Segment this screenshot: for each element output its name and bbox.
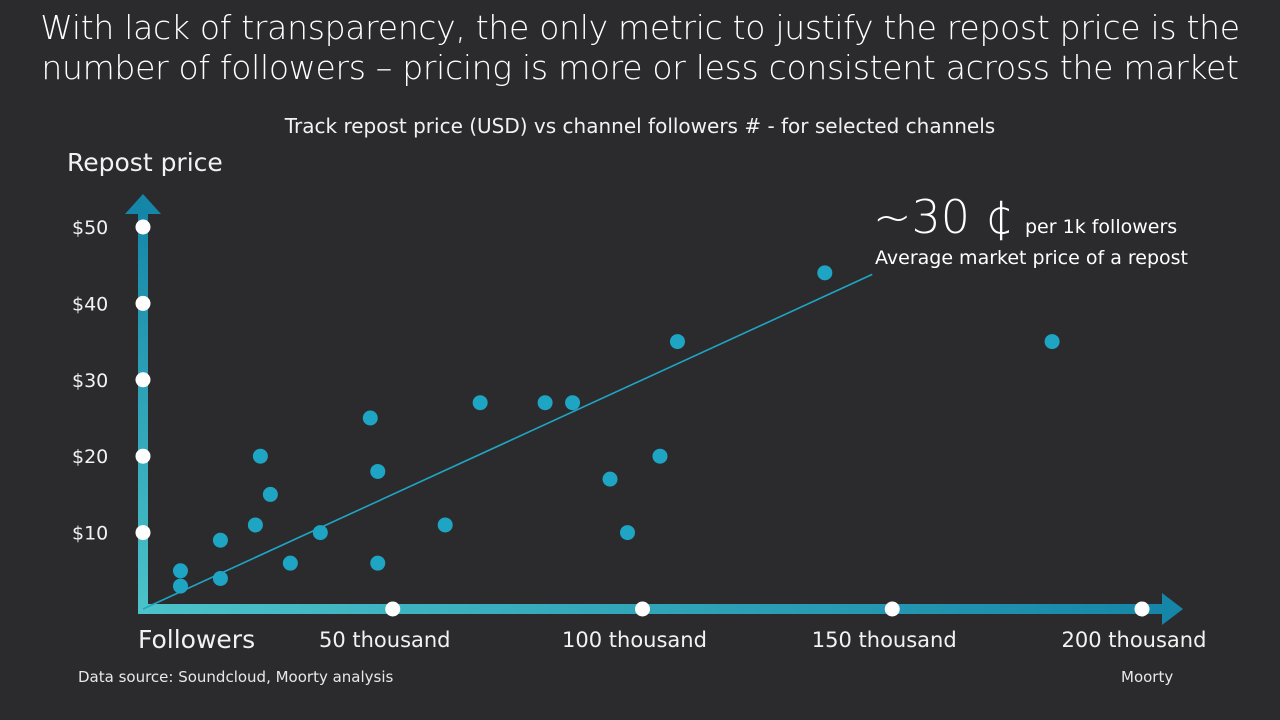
- y-tick-label: $30: [72, 370, 108, 392]
- y-axis: [138, 213, 148, 614]
- brand-name: Moorty: [1121, 668, 1174, 686]
- data-point: [172, 563, 188, 579]
- data-point: [252, 448, 268, 464]
- y-tick-marker: [135, 372, 151, 388]
- y-axis-arrowhead: [125, 194, 161, 214]
- x-tick-marker: [1134, 601, 1150, 617]
- headline-line-2: number of followers – pricing is more or…: [41, 48, 1239, 87]
- x-tick-marker: [385, 601, 401, 617]
- x-axis: [139, 604, 1163, 614]
- y-tick-label: $40: [72, 293, 108, 315]
- y-tick-marker: [135, 525, 151, 541]
- data-point: [370, 555, 386, 571]
- data-point: [652, 448, 668, 464]
- data-point: [370, 463, 386, 479]
- data-point: [437, 517, 453, 533]
- x-tick-label: 100 thousand: [562, 628, 707, 652]
- x-tick-marker: [884, 601, 900, 617]
- y-tick-marker: [135, 295, 151, 311]
- data-point: [1044, 334, 1060, 350]
- data-point: [247, 517, 263, 533]
- x-axis-arrowhead: [1162, 593, 1183, 625]
- data-point: [537, 395, 553, 411]
- x-tick-marker: [635, 601, 650, 617]
- data-point: [817, 265, 833, 281]
- data-point: [212, 532, 228, 548]
- data-point: [282, 555, 298, 571]
- y-tick-label: $20: [72, 446, 108, 468]
- headline: With lack of transparency, the only metr…: [0, 8, 1280, 88]
- rate-value: ~30 ¢: [873, 190, 1014, 244]
- rate-caption: Average market price of a repost: [875, 247, 1189, 269]
- chart-title: Track repost price (USD) vs channel foll…: [284, 114, 996, 138]
- data-point: [472, 395, 488, 411]
- data-point: [262, 486, 278, 502]
- y-tick-marker: [135, 448, 151, 464]
- headline-line-1: With lack of transparency, the only metr…: [40, 8, 1240, 47]
- data-point: [669, 334, 685, 350]
- x-tick-label: 50 thousand: [319, 628, 451, 652]
- x-tick-label: 200 thousand: [1062, 628, 1207, 652]
- y-tick-label: $10: [72, 523, 108, 545]
- y-tick-label: $50: [72, 217, 108, 239]
- x-tick-label: 150 thousand: [812, 628, 957, 652]
- trend-line: [142, 273, 873, 610]
- x-axis-label: Followers: [138, 625, 255, 654]
- data-point: [212, 570, 228, 586]
- data-point: [620, 525, 636, 541]
- data-point: [362, 410, 378, 426]
- data-point: [565, 395, 581, 411]
- data-point: [602, 471, 618, 487]
- data-point: [312, 525, 328, 541]
- y-axis-label: Repost price: [67, 148, 223, 177]
- data-source: Data source: Soundcloud, Moorty analysis: [78, 668, 394, 686]
- data-point: [172, 578, 188, 594]
- rate-unit: per 1k followers: [1025, 216, 1178, 238]
- y-tick-marker: [135, 219, 151, 235]
